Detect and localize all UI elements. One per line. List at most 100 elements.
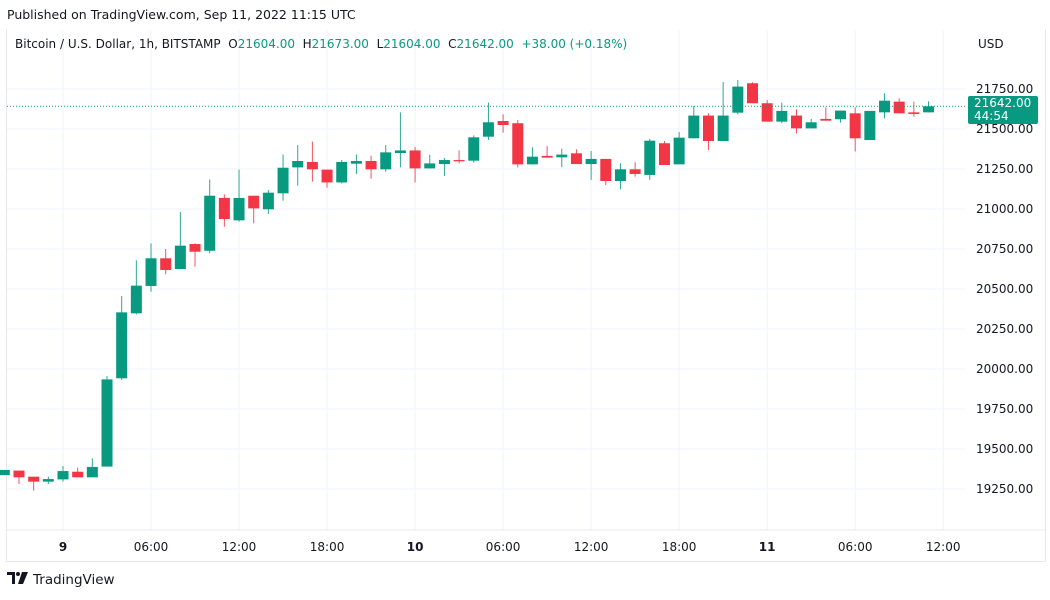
candle-up [923, 101, 935, 113]
x-tick-label: 18:00 [662, 540, 697, 554]
candle-down [28, 476, 40, 491]
candle-body [28, 476, 40, 482]
candle-up [688, 105, 700, 139]
candle-up [42, 476, 54, 485]
candle-down [570, 149, 582, 165]
candle-up [776, 102, 788, 124]
candle-down [512, 120, 524, 168]
candle-body [614, 169, 626, 181]
candle-body [512, 123, 524, 165]
candle-body [776, 110, 788, 122]
candle-body [923, 106, 935, 113]
currency-label: USD [978, 37, 1004, 51]
change-value: +38.00 (+0.18%) [521, 37, 628, 51]
last-price-value: 21642.00 [974, 96, 1032, 110]
candle-up [835, 110, 847, 123]
candle-body [424, 163, 436, 169]
candle-up [86, 458, 98, 478]
candle-up [116, 296, 128, 381]
candle-body [438, 160, 450, 165]
y-tick-label: 19750.00 [976, 402, 1033, 416]
tradingview-logo[interactable]: TradingView [7, 572, 115, 588]
candle-body [556, 154, 568, 158]
x-tick-label: 18:00 [310, 540, 345, 554]
candle-down [746, 82, 758, 104]
candle-up [0, 469, 10, 476]
candle-body [453, 160, 465, 162]
candle-up [614, 163, 626, 190]
candle-down [72, 467, 84, 478]
candle-up [438, 157, 450, 177]
candle-down [893, 98, 905, 114]
candle-up [482, 102, 494, 140]
candle-body [277, 167, 289, 194]
candle-body [321, 169, 333, 183]
candle-up [380, 145, 392, 172]
candle-body [629, 169, 641, 174]
tradingview-brand-name: TradingView [33, 572, 115, 588]
candle-body [13, 470, 25, 478]
candle-body [233, 197, 245, 221]
candle-body [394, 150, 406, 153]
high-value: 21673.00 [311, 37, 369, 51]
y-tick-label: 21000.00 [976, 202, 1033, 216]
candle-body [526, 156, 538, 165]
chart-frame [6, 30, 1046, 562]
x-tick-label: 12:00 [574, 540, 609, 554]
candle-down [600, 158, 612, 185]
candle-down [497, 114, 509, 133]
low-value: 21604.00 [383, 37, 441, 51]
x-tick-label: 06:00 [838, 540, 873, 554]
candle-body [879, 100, 891, 113]
candle-body [908, 112, 920, 114]
candle-body [72, 471, 84, 478]
candle-body [306, 161, 318, 170]
candle-body [746, 83, 758, 104]
candle-down [409, 147, 421, 183]
bar-countdown: 44:54 [974, 109, 1009, 123]
candle-body [42, 479, 54, 482]
candle-body [570, 153, 582, 165]
candle-body [893, 101, 905, 114]
candle-body [145, 258, 157, 286]
candle-body [101, 379, 113, 467]
candle-body [835, 110, 847, 120]
candle-down [702, 113, 714, 150]
candle-down [218, 194, 230, 227]
candle-down [820, 107, 832, 121]
open-label: O [228, 37, 238, 51]
candle-body [262, 192, 274, 210]
x-tick-label: 06:00 [486, 540, 521, 554]
candle-down [658, 141, 670, 165]
candle-body [717, 115, 729, 141]
candle-down [791, 109, 802, 134]
candle-up [864, 110, 876, 141]
candle-down [13, 470, 25, 485]
y-tick-label: 20500.00 [976, 282, 1033, 296]
candle-up [526, 147, 538, 165]
close-label: C [448, 37, 457, 51]
candle-body [644, 140, 656, 175]
candle-body [820, 118, 832, 121]
published-caption: Published on TradingView.com, Sep 11, 20… [7, 7, 356, 22]
last-price-badge: 21642.00 44:54 [968, 96, 1038, 124]
candle-body [160, 258, 172, 270]
candle-body [600, 158, 612, 181]
x-tick-label: 10 [407, 540, 424, 554]
candle-down [908, 101, 920, 117]
y-tick-label: 21500.00 [976, 122, 1033, 136]
candle-up [394, 112, 406, 168]
candle-body [292, 161, 304, 168]
candle-body [673, 137, 685, 165]
close-value: 21642.00 [456, 37, 514, 51]
low-label: L [376, 37, 384, 51]
tradingview-logo-icon [7, 572, 29, 588]
candle-up [644, 138, 656, 180]
candle-body [864, 110, 876, 141]
candle-up [145, 243, 157, 292]
candle-body [791, 115, 802, 129]
candle-body [702, 115, 714, 141]
candle-body [130, 285, 142, 314]
candle-body [336, 161, 348, 183]
